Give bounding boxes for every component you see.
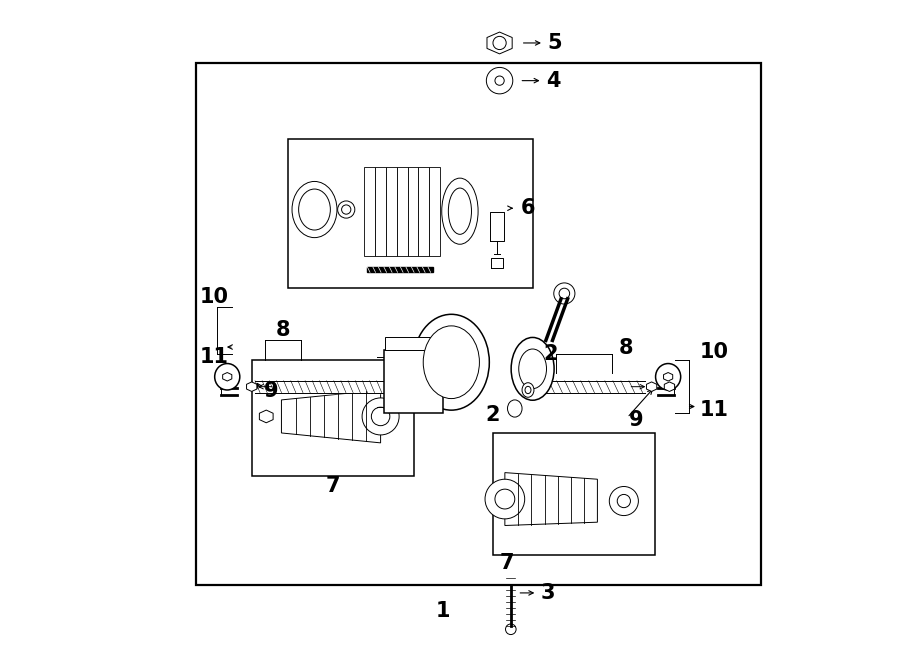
Bar	[252, 360, 414, 476]
Bar	[288, 139, 533, 288]
Text: 2: 2	[486, 405, 500, 425]
Text: 9: 9	[264, 381, 278, 401]
Bar	[364, 167, 375, 256]
Ellipse shape	[508, 400, 522, 417]
Ellipse shape	[522, 383, 534, 397]
Ellipse shape	[448, 188, 472, 235]
Ellipse shape	[655, 364, 680, 390]
Bar	[375, 167, 386, 256]
Polygon shape	[259, 410, 273, 423]
Ellipse shape	[511, 338, 554, 400]
Polygon shape	[282, 390, 381, 443]
Bar	[418, 167, 429, 256]
Polygon shape	[487, 32, 512, 54]
Bar	[397, 167, 408, 256]
Polygon shape	[367, 267, 434, 272]
Circle shape	[362, 398, 399, 435]
Text: 11: 11	[700, 400, 729, 420]
Polygon shape	[255, 381, 384, 393]
Bar	[384, 350, 444, 413]
Polygon shape	[491, 258, 503, 268]
Text: 11: 11	[200, 347, 229, 367]
Circle shape	[338, 201, 355, 218]
Ellipse shape	[413, 315, 490, 410]
Ellipse shape	[215, 364, 239, 390]
Bar	[493, 433, 655, 555]
Text: 1: 1	[436, 602, 451, 621]
Ellipse shape	[525, 386, 531, 393]
Polygon shape	[533, 381, 645, 393]
Text: 9: 9	[628, 410, 644, 430]
Circle shape	[485, 479, 525, 519]
Circle shape	[506, 624, 516, 635]
Text: 8: 8	[275, 321, 291, 340]
Circle shape	[495, 76, 504, 85]
Circle shape	[486, 67, 513, 94]
Text: 7: 7	[500, 553, 514, 573]
Bar	[384, 337, 443, 350]
Circle shape	[495, 489, 515, 509]
Text: 2: 2	[544, 344, 558, 364]
Circle shape	[554, 283, 575, 304]
Ellipse shape	[299, 189, 330, 230]
Circle shape	[493, 36, 506, 50]
Polygon shape	[664, 382, 675, 391]
Text: 8: 8	[618, 338, 633, 358]
Text: 5: 5	[547, 33, 562, 53]
Bar	[429, 167, 440, 256]
Polygon shape	[505, 473, 598, 525]
Text: 3: 3	[541, 583, 555, 603]
Ellipse shape	[423, 326, 480, 399]
Text: 10: 10	[700, 342, 729, 362]
Text: 7: 7	[326, 476, 340, 496]
Text: 10: 10	[200, 288, 229, 307]
Polygon shape	[646, 382, 657, 391]
Polygon shape	[663, 373, 672, 381]
Circle shape	[372, 407, 390, 426]
Circle shape	[609, 486, 638, 516]
Circle shape	[617, 494, 631, 508]
Ellipse shape	[292, 181, 337, 238]
Text: 4: 4	[545, 71, 561, 91]
Bar	[195, 63, 760, 585]
Ellipse shape	[518, 349, 546, 389]
Polygon shape	[490, 212, 504, 241]
Polygon shape	[247, 382, 256, 391]
Ellipse shape	[442, 178, 478, 245]
Bar	[386, 167, 397, 256]
Circle shape	[342, 205, 351, 214]
Polygon shape	[222, 373, 232, 381]
Text: 6: 6	[521, 198, 535, 218]
Circle shape	[559, 288, 570, 299]
Bar	[408, 167, 418, 256]
